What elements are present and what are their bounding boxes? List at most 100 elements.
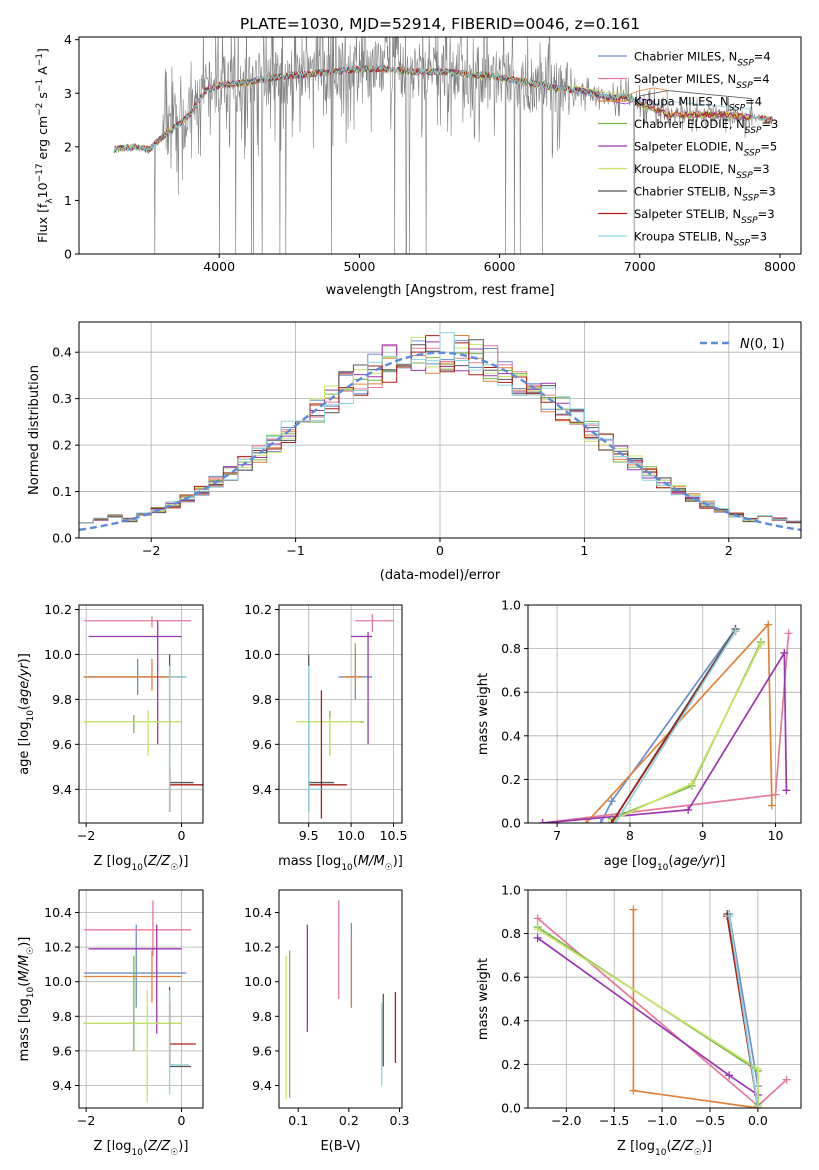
y-tick-label: 1 (64, 193, 72, 208)
weight-marker (767, 801, 776, 810)
weight-series (582, 620, 776, 823)
legend-label: Chabrier ELODIE, NSSP=3 (634, 117, 778, 136)
weight-line (728, 916, 759, 1108)
chart-age_vs_Z: −2 0 9.4 9.6 9.8 10.0 10.2 Z [log10(Z/Z☉)] age [… (17, 602, 204, 873)
y-tick-label: 10.0 (44, 974, 72, 989)
grid (528, 604, 801, 824)
y-tick-label: 0.8 (501, 926, 521, 941)
weight-marker (731, 627, 740, 636)
y-tick-label: 10.4 (44, 905, 72, 920)
plot-area (113, 37, 773, 254)
weight-marker (753, 1064, 762, 1073)
error-point (295, 717, 360, 756)
weight-line (614, 630, 737, 823)
y-tick-label: 0.6 (501, 685, 521, 700)
y-tick-label: 1.0 (501, 883, 521, 898)
legend-label: Kroupa MILES, NSSP=4 (634, 95, 762, 114)
weight-marker (753, 1104, 762, 1108)
y-tick-label: 10.2 (44, 940, 72, 955)
chart-spectrum: 4000 5000 6000 7000 8000 0 1 2 3 4 wavelength [Ang… (35, 32, 802, 298)
x-tick-label: −2 (142, 543, 160, 558)
x-tick-label: 5000 (343, 259, 375, 274)
y-tick-label: 9.4 (52, 782, 72, 797)
y-tick-label: 0.2 (52, 438, 72, 453)
x-tick-label: 0 (178, 1113, 186, 1128)
x-tick-label: 8 (626, 828, 634, 843)
y-tick-label: 10.0 (244, 974, 272, 989)
weight-marker (771, 790, 780, 799)
legend-label: Chabrier STELIB, NSSP=3 (634, 185, 776, 204)
error-point (168, 986, 192, 1069)
error-point (83, 616, 192, 628)
error-point (83, 715, 182, 734)
chart-mass_weight_vs_age: 7 8 9 10 0.0 0.2 0.4 0.6 0.8 1.0 age [log10(age/yr… (476, 598, 802, 873)
weight-series (533, 933, 762, 1099)
y-tick-label: 0 (64, 247, 72, 262)
y-tick-label: 0.0 (52, 531, 72, 546)
x-tick-label: −1.0 (647, 1113, 677, 1128)
weight-marker (725, 912, 734, 921)
weight-marker (725, 1071, 734, 1080)
weight-marker (780, 648, 789, 657)
y-tick-label: 0.2 (501, 1057, 521, 1072)
weight-marker (533, 933, 542, 942)
legend-label: Kroupa STELIB, NSSP=3 (634, 230, 767, 249)
y-tick-label: 9.8 (52, 692, 72, 707)
error-point (83, 658, 182, 691)
axes: −2 0 9.4 9.6 9.8 10.0 10.2 10.4 (44, 889, 204, 1128)
x-tick-label: −2 (77, 828, 95, 843)
weight-marker (782, 786, 791, 795)
y-tick-label: 10.4 (244, 905, 272, 920)
figure-title: PLATE=1030, MJD=52914, FIBERID=0046, z=0… (240, 15, 640, 33)
y-axis-label: mass [log10(M/M☉)] (17, 937, 36, 1062)
weight-marker (538, 819, 547, 823)
axes: −2 0 9.4 9.6 9.8 10.0 10.2 (44, 602, 204, 843)
y-tick-label: 9.4 (252, 1078, 272, 1093)
chart-residuals: −2 −1 0 1 2 0.0 0.1 0.2 0.3 0.4 (data-model)/error… (27, 321, 802, 583)
y-tick-label: 0.1 (52, 484, 72, 499)
residual-histogram (79, 332, 801, 524)
weight-marker (764, 620, 773, 629)
y-tick-label: 0.0 (501, 816, 521, 831)
x-tick-label: 1 (580, 543, 588, 558)
legend-label: Chabrier MILES, NSSP=4 (634, 50, 771, 69)
weight-marker (687, 779, 696, 788)
weight-series (611, 627, 740, 823)
y-axis-label: Flux [fλ10−17 erg cm−2 s−1 A−1] (35, 48, 55, 243)
legend-label: N(0, 1) (740, 337, 785, 352)
x-tick-label: −0.5 (695, 1113, 725, 1128)
x-tick-label: −2.0 (551, 1113, 581, 1128)
y-tick-label: 4 (64, 32, 72, 47)
y-tick-label: 0.4 (501, 728, 521, 743)
y-tick-label: 9.6 (52, 1043, 72, 1058)
legend-label: Kroupa ELODIE, NSSP=3 (634, 162, 770, 181)
x-tick-label: 6000 (484, 259, 516, 274)
weight-marker (784, 629, 793, 638)
x-tick-label: 7 (553, 828, 561, 843)
y-tick-label: 9.4 (252, 782, 272, 797)
x-axis-label: (data-model)/error (380, 568, 501, 583)
grid (528, 889, 801, 1109)
y-tick-label: 0.0 (501, 1101, 521, 1116)
x-tick-label: 2 (725, 543, 733, 558)
y-axis-label: mass weight (476, 673, 491, 755)
axes-frame (278, 889, 403, 1109)
y-tick-label: 9.4 (52, 1078, 72, 1093)
y-tick-label: 10.0 (44, 647, 72, 662)
error-point (83, 950, 182, 1003)
weight-marker (533, 925, 542, 934)
weight-marker (782, 1075, 791, 1084)
y-tick-label: 0.3 (52, 391, 72, 406)
grid (79, 890, 203, 1108)
plot-area (533, 905, 791, 1108)
error-point (83, 924, 187, 1008)
y-tick-label: 0.8 (501, 641, 521, 656)
weight-marker (533, 914, 542, 923)
y-tick-label: 10.2 (244, 940, 272, 955)
x-tick-label: 8000 (764, 259, 796, 274)
weight-marker (611, 819, 620, 823)
weight-line (585, 622, 773, 823)
legend: N(0, 1) (700, 337, 785, 352)
grid (79, 605, 203, 823)
x-tick-label: 4000 (203, 259, 235, 274)
